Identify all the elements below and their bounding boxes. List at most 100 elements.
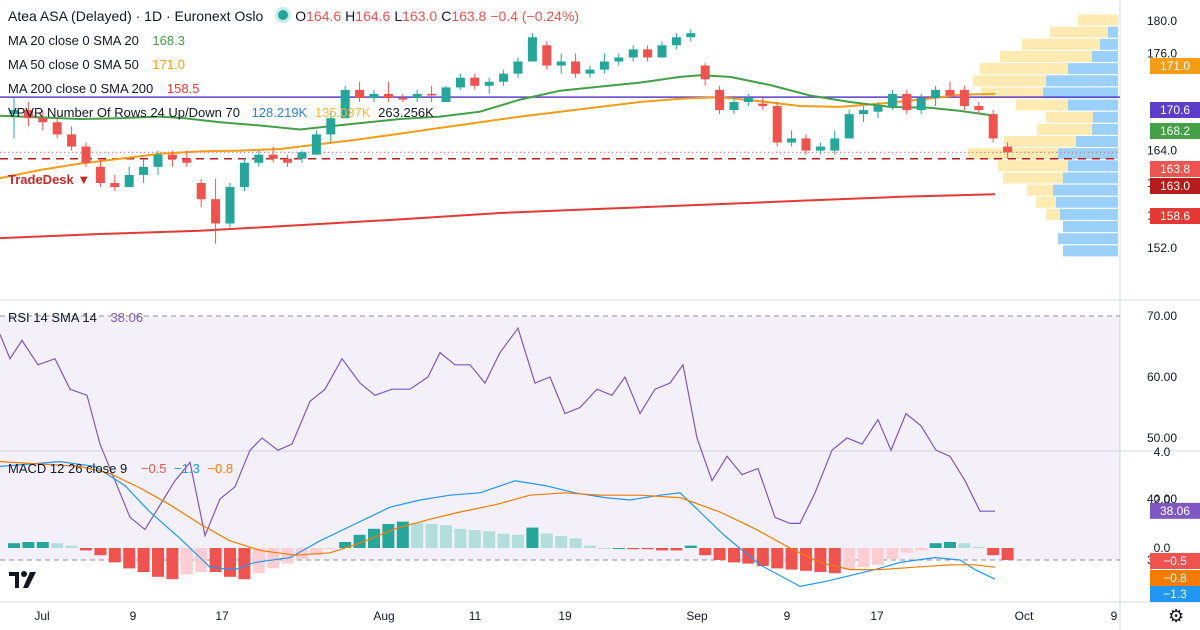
- vpvr-bar-down: [1068, 63, 1118, 75]
- candle-body: [239, 162, 249, 188]
- macd-histogram-bar: [296, 548, 308, 559]
- price-label-bg: [1150, 208, 1200, 224]
- vpvr-legend[interactable]: VPVR Number Of Rows 24 Up/Down 70 128.21…: [8, 105, 438, 120]
- x-tick-label: 9: [130, 609, 137, 623]
- tradedesk-marker[interactable]: TradeDesk ▼: [8, 172, 91, 187]
- price-label-bg: [1150, 102, 1200, 118]
- open-value: 164.6: [306, 8, 342, 24]
- candle-body: [959, 89, 969, 107]
- x-tick-label: 19: [558, 609, 572, 623]
- candle-body: [931, 89, 941, 98]
- ma20-legend[interactable]: MA 20 close 0 SMA 20 168.3: [8, 33, 189, 48]
- change-value: −0.4 (−0.24%): [490, 8, 580, 24]
- candle-body: [153, 154, 163, 167]
- rsi-line: [0, 326, 995, 538]
- moving-averages: [0, 74, 996, 240]
- macd-line-value: −1.3: [174, 461, 200, 476]
- ma50-legend[interactable]: MA 50 close 0 SMA 50 171.0: [8, 57, 189, 72]
- settings-gear-icon[interactable]: ⚙: [1168, 606, 1185, 627]
- macd-histogram-bar: [137, 548, 150, 572]
- candle-body: [729, 102, 739, 111]
- candle-body: [859, 110, 869, 115]
- vpvr-up-value: 128.219K: [251, 105, 308, 120]
- symbol-legend[interactable]: Atea ASA (Delayed) · 1D · Euronext Oslo O…: [8, 7, 583, 24]
- vpvr-bar-down: [1100, 38, 1118, 50]
- macd-histogram-bar: [800, 548, 812, 571]
- macd-histogram-bar: [368, 528, 380, 548]
- vpvr-bar-down: [1108, 26, 1118, 38]
- price-tick-label: 164.0: [1147, 144, 1177, 158]
- candle-body: [686, 33, 696, 38]
- vpvr-bar-up: [1046, 208, 1060, 220]
- macd-histogram-bar: [252, 548, 265, 574]
- rsi-legend[interactable]: RSI 14 SMA 14 38.06: [8, 310, 147, 325]
- vpvr-total-value: 263.256K: [378, 105, 434, 120]
- macd-histogram-bar: [94, 548, 107, 556]
- vpvr-bar-up: [1016, 99, 1068, 111]
- candle-body: [556, 61, 566, 66]
- macd-histogram-bar: [152, 548, 164, 577]
- macd-histogram-bar: [944, 542, 956, 548]
- macd-histogram-bar: [238, 548, 251, 580]
- ma200-legend[interactable]: MA 200 close 0 SMA 200 158.5: [8, 81, 203, 96]
- logo-icon[interactable]: [8, 568, 40, 596]
- candle-body: [427, 93, 437, 96]
- vpvr-bar-up: [1078, 14, 1118, 26]
- rsi-label: RSI 14 SMA 14: [8, 310, 97, 325]
- vpvr-bar-down: [1076, 136, 1118, 147]
- candle-body: [254, 154, 264, 163]
- macd-histogram-bar: [468, 530, 481, 548]
- vpvr-down-value: 135.037K: [314, 105, 371, 120]
- macd-histogram-bar: [382, 524, 395, 548]
- price-tick-label: 152.0: [1147, 241, 1177, 255]
- vpvr-bar-up: [1004, 136, 1076, 147]
- high-label: H: [345, 8, 356, 24]
- candle-body: [369, 93, 379, 98]
- macd-histogram-bar: [886, 548, 899, 559]
- macd-signal-label-bg: [1150, 570, 1200, 586]
- candle-body: [283, 158, 293, 163]
- candle-body: [830, 138, 840, 151]
- vpvr-bar-down: [1068, 99, 1118, 111]
- candle-body: [671, 37, 681, 46]
- candle-body: [326, 118, 336, 135]
- candle-body: [571, 61, 581, 74]
- ma200-label: MA 200 close 0 SMA 200: [8, 81, 154, 96]
- macd-histogram-bar: [8, 543, 20, 548]
- macd-histogram-bar: [670, 548, 683, 551]
- macd-histogram-bar: [958, 543, 971, 548]
- macd-legend[interactable]: MACD 12 26 close 9 −0.5 −1.3 −0.8: [8, 461, 237, 476]
- x-tick-label: Aug: [373, 609, 394, 623]
- price-label-bg: [1150, 123, 1200, 139]
- vpvr-bar-up: [998, 160, 1068, 172]
- rsi-value-label-bg: [1150, 502, 1200, 519]
- macd-hist-label: −0.5: [1163, 554, 1187, 568]
- candle-body: [167, 154, 177, 159]
- vpvr-bar-down: [1060, 208, 1118, 220]
- rsi-tick-label: 40.00: [1147, 492, 1177, 506]
- candle-body: [700, 65, 710, 80]
- candle-body: [38, 118, 48, 123]
- candle-body: [441, 87, 451, 102]
- vpvr-bar-down: [1058, 233, 1118, 245]
- macd-histogram-bar: [900, 548, 913, 553]
- vpvr-profile: [968, 14, 1118, 257]
- macd-histogram-bar: [540, 533, 553, 548]
- ma20-line: [0, 74, 996, 131]
- candle-body: [599, 61, 609, 70]
- candle-body: [52, 122, 62, 135]
- candle-body: [139, 166, 149, 175]
- vpvr-bar-down: [1056, 196, 1118, 208]
- market-status-icon: [275, 7, 292, 23]
- x-tick-label: 11: [469, 609, 482, 623]
- vpvr-bar-up: [1050, 26, 1108, 38]
- candle-body: [225, 187, 235, 224]
- macd-histogram-bar: [656, 548, 668, 551]
- x-tick-label: 17: [870, 609, 884, 623]
- candle-body: [110, 183, 120, 188]
- macd-histogram-bar: [843, 548, 856, 570]
- close-value: 163.8: [451, 8, 487, 24]
- candle-body: [844, 114, 854, 139]
